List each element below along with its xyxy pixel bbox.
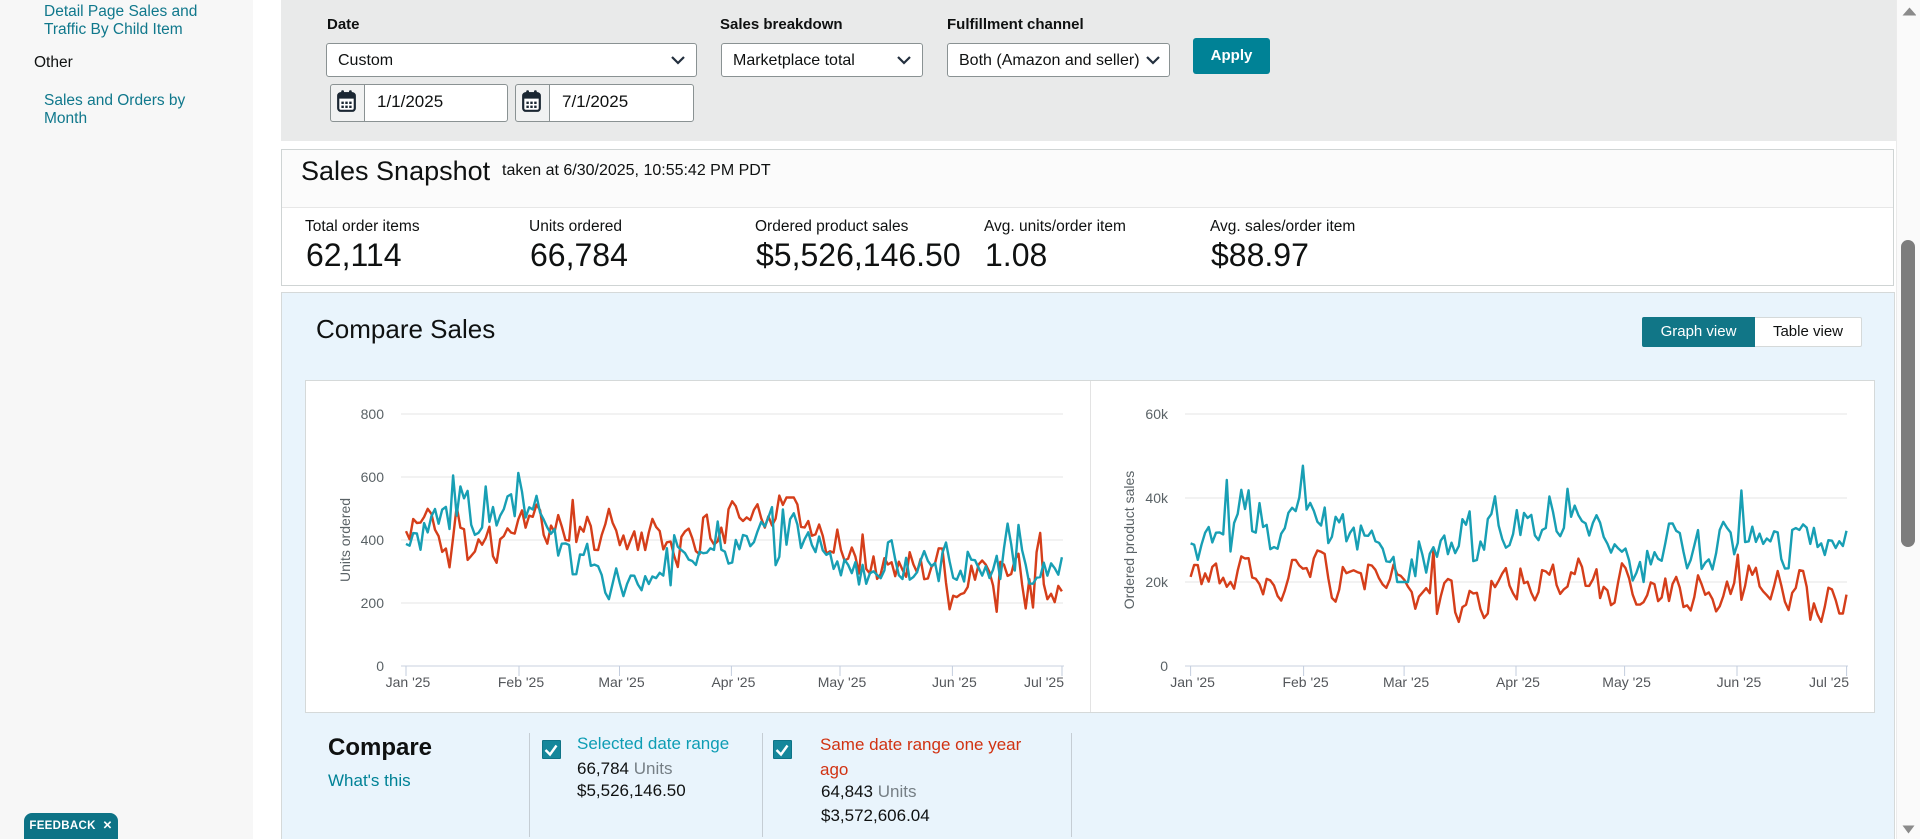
svg-text:Jan '25: Jan '25 — [386, 674, 431, 690]
svg-text:Ordered product sales: Ordered product sales — [1121, 471, 1137, 610]
svg-text:800: 800 — [361, 406, 385, 422]
svg-text:Units ordered: Units ordered — [337, 498, 353, 582]
svg-text:Mar '25: Mar '25 — [598, 674, 644, 690]
svg-text:Jul '25: Jul '25 — [1809, 674, 1849, 690]
svg-text:May '25: May '25 — [818, 674, 867, 690]
svg-text:600: 600 — [361, 469, 385, 485]
svg-text:200: 200 — [361, 595, 385, 611]
svg-text:400: 400 — [361, 532, 385, 548]
svg-text:Feb '25: Feb '25 — [1282, 674, 1328, 690]
svg-text:0: 0 — [1160, 658, 1168, 674]
svg-text:Jun '25: Jun '25 — [932, 674, 977, 690]
svg-text:May '25: May '25 — [1602, 674, 1651, 690]
svg-text:40k: 40k — [1145, 490, 1169, 506]
svg-text:Jul '25: Jul '25 — [1024, 674, 1064, 690]
svg-text:Jun '25: Jun '25 — [1717, 674, 1762, 690]
svg-text:Jan '25: Jan '25 — [1170, 674, 1215, 690]
svg-text:0: 0 — [376, 658, 384, 674]
svg-text:Apr '25: Apr '25 — [1496, 674, 1540, 690]
svg-text:60k: 60k — [1145, 406, 1169, 422]
svg-text:Mar '25: Mar '25 — [1383, 674, 1429, 690]
svg-text:Feb '25: Feb '25 — [498, 674, 544, 690]
svg-text:20k: 20k — [1145, 574, 1169, 590]
svg-text:Apr '25: Apr '25 — [711, 674, 755, 690]
